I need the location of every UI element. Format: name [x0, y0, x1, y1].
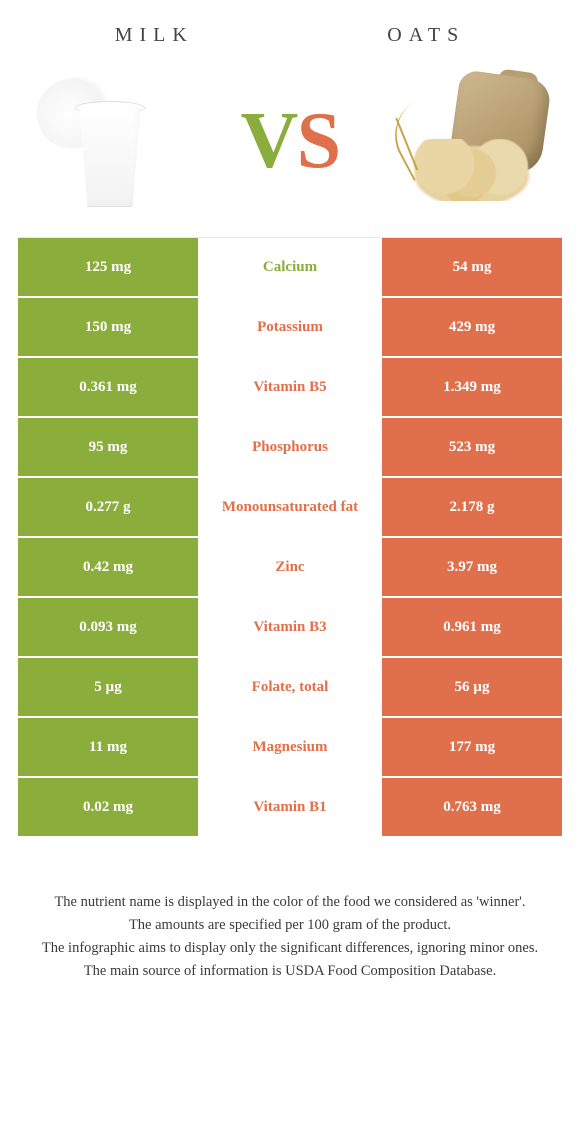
left-food-image	[28, 71, 178, 211]
table-row: 0.277 gMonounsaturated fat2.178 g	[18, 478, 562, 538]
table-row: 150 mgPotassium429 mg	[18, 298, 562, 358]
left-value: 125 mg	[18, 238, 198, 296]
table-row: 0.361 mgVitamin B51.349 mg	[18, 358, 562, 418]
right-value: 1.349 mg	[382, 358, 562, 416]
oats-icon	[402, 71, 552, 211]
nutrient-name: Vitamin B5	[198, 358, 382, 416]
footnotes: The nutrient name is displayed in the co…	[18, 838, 562, 982]
table-row: 0.02 mgVitamin B10.763 mg	[18, 778, 562, 838]
vs-label: VS	[240, 96, 339, 187]
nutrient-name: Vitamin B1	[198, 778, 382, 836]
right-value: 177 mg	[382, 718, 562, 776]
footnote-line: The main source of information is USDA F…	[36, 961, 544, 982]
table-row: 0.42 mgZinc3.97 mg	[18, 538, 562, 598]
right-food-title: OATS	[387, 24, 465, 47]
left-food-title: MILK	[115, 24, 194, 47]
left-value: 5 µg	[18, 658, 198, 716]
nutrient-name: Calcium	[198, 238, 382, 296]
nutrient-name: Potassium	[198, 298, 382, 356]
table-row: 5 µgFolate, total56 µg	[18, 658, 562, 718]
right-value: 54 mg	[382, 238, 562, 296]
milk-icon	[33, 71, 173, 211]
footnote-line: The nutrient name is displayed in the co…	[36, 892, 544, 913]
vs-v: V	[240, 97, 296, 185]
nutrient-name: Vitamin B3	[198, 598, 382, 656]
nutrient-name: Zinc	[198, 538, 382, 596]
left-value: 95 mg	[18, 418, 198, 476]
right-value: 0.763 mg	[382, 778, 562, 836]
left-value: 0.093 mg	[18, 598, 198, 656]
table-row: 0.093 mgVitamin B30.961 mg	[18, 598, 562, 658]
right-value: 0.961 mg	[382, 598, 562, 656]
right-value: 523 mg	[382, 418, 562, 476]
right-value: 429 mg	[382, 298, 562, 356]
left-value: 0.361 mg	[18, 358, 198, 416]
titles-bar: MILK OATS	[18, 12, 562, 65]
left-value: 0.02 mg	[18, 778, 198, 836]
nutrient-name: Magnesium	[198, 718, 382, 776]
left-value: 11 mg	[18, 718, 198, 776]
nutrient-table: 125 mgCalcium54 mg150 mgPotassium429 mg0…	[18, 237, 562, 838]
left-value: 150 mg	[18, 298, 198, 356]
vs-s: S	[297, 97, 340, 185]
table-row: 125 mgCalcium54 mg	[18, 238, 562, 298]
right-value: 56 µg	[382, 658, 562, 716]
nutrient-name: Phosphorus	[198, 418, 382, 476]
right-food-image	[402, 71, 552, 211]
table-row: 95 mgPhosphorus523 mg	[18, 418, 562, 478]
footnote-line: The infographic aims to display only the…	[36, 938, 544, 959]
hero-row: VS	[18, 65, 562, 237]
left-value: 0.42 mg	[18, 538, 198, 596]
table-row: 11 mgMagnesium177 mg	[18, 718, 562, 778]
footnote-line: The amounts are specified per 100 gram o…	[36, 915, 544, 936]
nutrient-name: Monounsaturated fat	[198, 478, 382, 536]
nutrient-name: Folate, total	[198, 658, 382, 716]
left-value: 0.277 g	[18, 478, 198, 536]
right-value: 2.178 g	[382, 478, 562, 536]
right-value: 3.97 mg	[382, 538, 562, 596]
